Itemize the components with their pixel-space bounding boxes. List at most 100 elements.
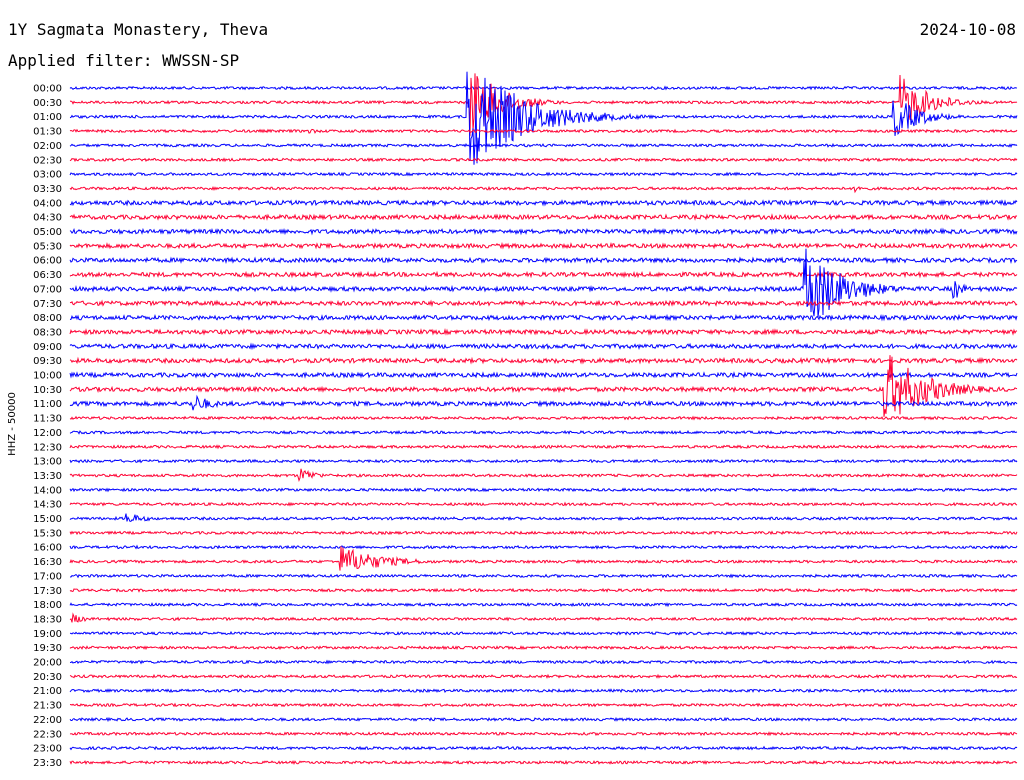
trace-line: [69, 429, 1018, 435]
row-time-label: 06:30: [33, 270, 62, 281]
trace-line: [69, 299, 1018, 308]
row-time-label: 09:30: [33, 356, 62, 367]
row-time-label: 19:30: [33, 643, 62, 654]
time-tick-labels: 00:00 00:30 01:00 01:30 02:00 02:30 03:00 03:30…: [33, 84, 62, 769]
trace-line: [69, 171, 1018, 177]
row-time-label: 11:00: [33, 399, 62, 410]
row-time-label: 22:30: [33, 729, 62, 740]
row-time-label: 11:30: [33, 414, 62, 425]
trace-line: [69, 688, 1018, 694]
trace-line: [69, 313, 1018, 322]
trace-line: [69, 587, 1018, 593]
trace-line: [69, 759, 1018, 766]
row-time-label: 18:00: [33, 600, 62, 611]
trace-line: [69, 731, 1018, 737]
row-time-label: 02:30: [33, 155, 62, 166]
row-time-label: 15:30: [33, 528, 62, 539]
row-time-label: 07:30: [33, 299, 62, 310]
trace-line: [69, 157, 1018, 163]
row-time-label: 18:30: [33, 614, 62, 625]
trace-line: [69, 342, 1018, 351]
row-time-label: 10:30: [33, 385, 62, 396]
trace-line: [69, 702, 1018, 708]
row-time-label: 03:00: [33, 170, 62, 181]
trace-line: [69, 573, 1018, 579]
trace-line: [69, 546, 1018, 571]
row-time-label: 17:30: [33, 586, 62, 597]
row-time-label: 23:00: [33, 744, 62, 755]
row-time-label: 21:30: [33, 701, 62, 712]
trace-line: [69, 85, 1018, 91]
trace-line: [69, 468, 1018, 482]
trace-line: [69, 716, 1018, 723]
trace-line: [69, 630, 1018, 636]
y-axis-label: HHZ - 50000: [7, 392, 18, 456]
trace-line: [69, 544, 1018, 550]
trace-line: [69, 394, 1018, 411]
trace-line: [69, 241, 1018, 250]
trace-line: [69, 673, 1018, 679]
row-time-label: 03:30: [33, 184, 62, 195]
row-time-label: 09:00: [33, 342, 62, 353]
trace-line: [69, 73, 1018, 137]
row-time-label: 04:30: [33, 213, 62, 224]
row-time-label: 05:00: [33, 227, 62, 238]
row-time-label: 13:30: [33, 471, 62, 482]
trace-line: [69, 513, 1018, 522]
trace-line: [69, 248, 1018, 318]
trace-line: [69, 185, 1018, 194]
seismic-traces: [69, 71, 1018, 766]
record-date: 2024-10-08: [919, 20, 1016, 39]
trace-line: [69, 745, 1018, 751]
station-title: 1Y Sagmata Monastery, Theva: [8, 20, 269, 39]
row-time-label: 07:00: [33, 284, 62, 295]
row-time-label: 12:30: [33, 442, 62, 453]
trace-line: [69, 487, 1018, 493]
trace-line: [69, 415, 1018, 421]
trace-line: [69, 142, 1018, 148]
trace-line: [69, 355, 1018, 417]
row-time-label: 05:30: [33, 241, 62, 252]
row-time-label: 14:30: [33, 500, 62, 511]
row-time-label: 10:00: [33, 371, 62, 382]
row-time-label: 21:00: [33, 686, 62, 697]
row-time-label: 00:00: [33, 84, 62, 95]
trace-line: [69, 227, 1018, 236]
row-time-label: 17:00: [33, 571, 62, 582]
row-time-label: 15:00: [33, 514, 62, 525]
trace-line: [69, 213, 1018, 221]
trace-line: [69, 444, 1018, 450]
row-time-label: 16:00: [33, 543, 62, 554]
trace-line: [69, 71, 1018, 165]
trace-line: [69, 501, 1018, 507]
row-time-label: 19:00: [33, 629, 62, 640]
trace-line: [69, 356, 1018, 365]
row-time-label: 20:30: [33, 672, 62, 683]
trace-line: [69, 530, 1018, 536]
row-time-label: 23:30: [33, 758, 62, 769]
filter-label: Applied filter: WWSSN-SP: [8, 51, 240, 70]
trace-line: [69, 256, 1018, 265]
row-time-label: 13:00: [33, 457, 62, 468]
trace-line: [69, 602, 1018, 608]
row-time-label: 04:00: [33, 198, 62, 209]
row-time-label: 12:00: [33, 428, 62, 439]
row-time-label: 16:30: [33, 557, 62, 568]
trace-line: [69, 128, 1018, 134]
row-time-label: 01:30: [33, 127, 62, 138]
trace-line: [69, 458, 1018, 464]
trace-line: [69, 371, 1018, 379]
trace-line: [69, 328, 1018, 336]
row-time-label: 14:00: [33, 485, 62, 496]
row-time-label: 08:00: [33, 313, 62, 324]
row-time-label: 08:30: [33, 327, 62, 338]
trace-line: [69, 659, 1018, 665]
row-time-label: 20:00: [33, 658, 62, 669]
trace-line: [69, 199, 1018, 207]
row-time-label: 22:00: [33, 715, 62, 726]
row-time-label: 02:00: [33, 141, 62, 152]
row-time-label: 00:30: [33, 98, 62, 109]
trace-line: [69, 270, 1018, 279]
trace-line: [69, 645, 1018, 651]
